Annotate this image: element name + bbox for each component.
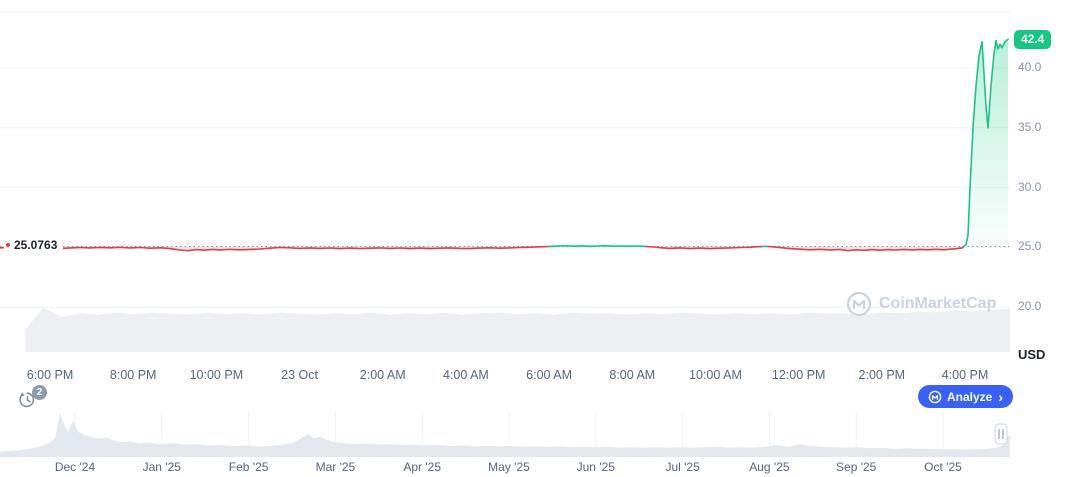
navigator-month-label: Sep '25 — [836, 460, 877, 474]
history-count-badge: 2 — [32, 385, 47, 400]
x-tick-label: 12:00 PM — [771, 368, 826, 382]
navigator-month-label: Feb '25 — [228, 460, 269, 474]
x-tick-label: 4:00 AM — [442, 368, 489, 382]
watermark-text: CoinMarketCap — [879, 295, 997, 312]
x-tick-label: 23 Oct — [281, 368, 318, 382]
y-tick-label: 30.0 — [1018, 179, 1042, 194]
currency-label: USD — [1018, 347, 1046, 362]
y-axis: 40.0 35.0 30.0 25.0 20.0 — [1014, 0, 1070, 355]
x-tick-label: 6:00 AM — [526, 368, 573, 382]
chevron-right-icon: › — [998, 388, 1004, 405]
x-axis: 6:00 PM 8:00 PM 10:00 PM 23 Oct 2:00 AM 4:00 … — [0, 366, 1010, 386]
x-tick-label: 2:00 AM — [359, 368, 406, 382]
navigator-month-label: Dec '24 — [54, 460, 96, 474]
navigator-svg[interactable] — [0, 411, 1010, 457]
x-tick-label: 10:00 AM — [689, 368, 742, 382]
x-tick-label: 10:00 PM — [189, 368, 244, 382]
x-tick-label: 2:00 PM — [858, 368, 906, 382]
navigator-month-label: Jun '25 — [576, 460, 615, 474]
navigator-month-label: Jul '25 — [665, 460, 700, 474]
analyze-button[interactable]: Analyze › — [918, 385, 1014, 408]
y-tick-label: 35.0 — [1018, 119, 1042, 134]
x-tick-label: 6:00 PM — [26, 368, 74, 382]
navigator-month-label: Oct '25 — [924, 460, 962, 474]
chart-history-button[interactable]: 2 — [18, 385, 54, 411]
x-tick-label: 8:00 PM — [109, 368, 157, 382]
navigator-month-label: May '25 — [488, 460, 530, 474]
price-marker-dot — [6, 243, 10, 248]
x-tick-label: 8:00 AM — [609, 368, 656, 382]
navigator-month-label: Aug '25 — [749, 460, 790, 474]
y-tick-label: 40.0 — [1018, 60, 1042, 75]
navigator-month-label: Apr '25 — [403, 460, 442, 474]
previous-close-value: 25.0763 — [14, 238, 58, 253]
main-chart-svg[interactable] — [0, 0, 1010, 355]
navigator-month-label: Jan '25 — [142, 460, 181, 474]
x-tick-label: 4:00 PM — [941, 368, 989, 382]
analyze-label: Analyze — [947, 389, 993, 404]
y-tick-label: 20.0 — [1018, 299, 1042, 314]
previous-close-label: 25.0763 — [4, 237, 64, 254]
current-price-badge: 42.4 — [1014, 29, 1052, 49]
history-icon — [19, 392, 35, 408]
navigator-axis: Dec '24 Jan '25 Feb '25 Mar '25 Apr '25 May '… — [0, 458, 1010, 476]
coinmarketcap-logo-icon — [846, 291, 872, 317]
cmc-logo-icon — [928, 390, 942, 403]
navigator-handle[interactable] — [994, 423, 1008, 445]
y-tick-label: 25.0 — [1018, 239, 1042, 254]
coinmarketcap-watermark: CoinMarketCap — [846, 291, 996, 317]
navigator-month-label: Mar '25 — [315, 460, 356, 474]
